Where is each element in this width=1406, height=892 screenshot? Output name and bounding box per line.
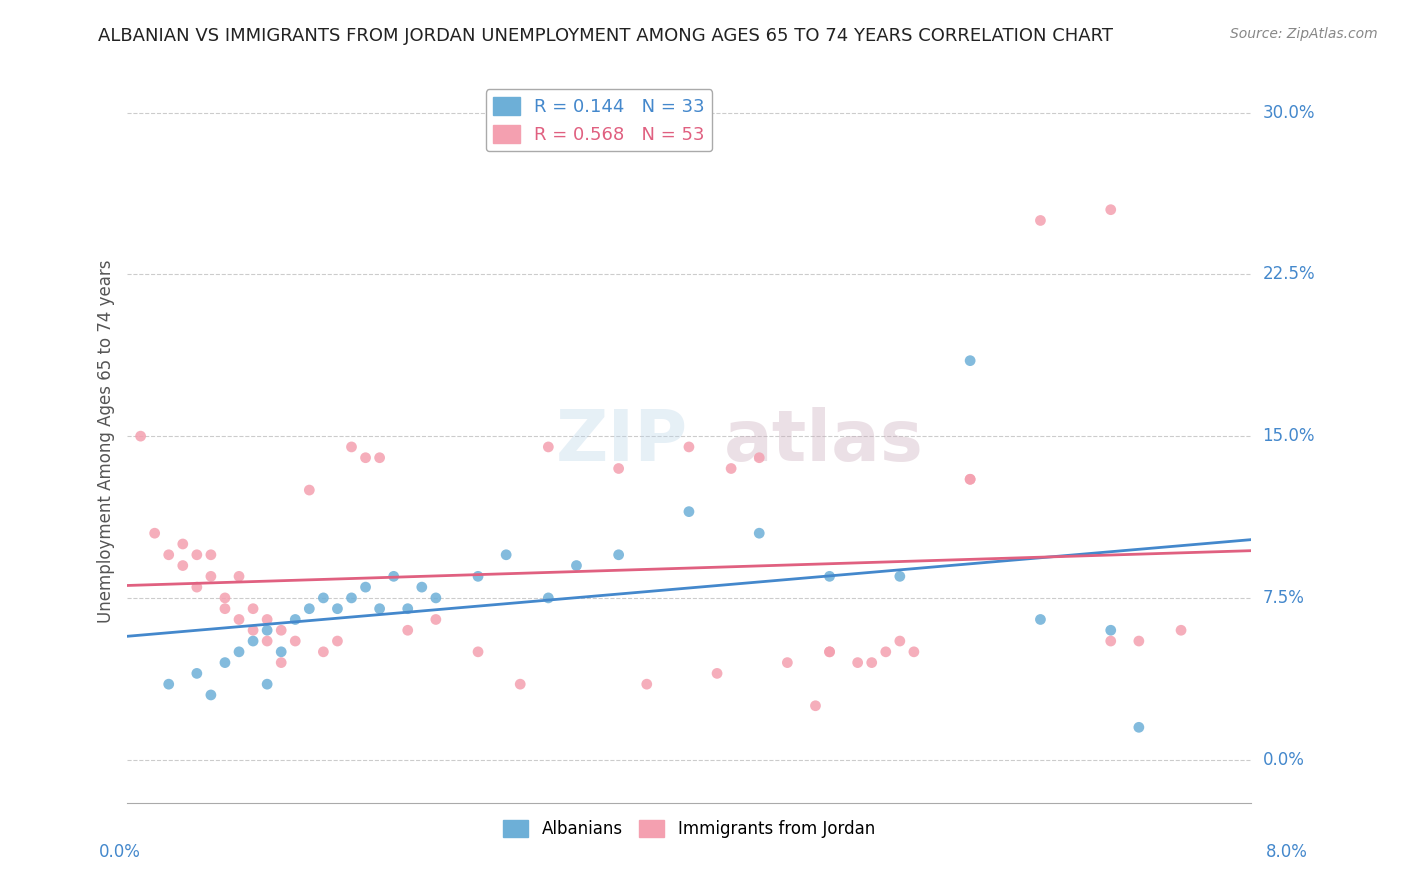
Text: 7.5%: 7.5% (1263, 589, 1305, 607)
Point (157, 677, 180, 691)
Point (1029, 612, 1052, 626)
Point (354, 580, 377, 594)
Point (172, 558, 194, 573)
Point (326, 601, 349, 615)
Point (340, 440, 363, 454)
Point (537, 440, 560, 454)
Point (368, 450, 391, 465)
Point (846, 656, 869, 670)
Text: Source: ZipAtlas.com: Source: ZipAtlas.com (1230, 27, 1378, 41)
Point (411, 580, 433, 594)
Point (818, 569, 841, 583)
Point (1128, 634, 1150, 648)
Point (368, 601, 391, 615)
Point (256, 677, 278, 691)
Point (467, 645, 489, 659)
Point (326, 634, 349, 648)
Point (495, 548, 517, 562)
Point (186, 548, 208, 562)
Point (425, 591, 447, 605)
Point (748, 450, 770, 465)
Point (172, 537, 194, 551)
Text: ZIP: ZIP (555, 407, 688, 476)
Point (1099, 634, 1122, 648)
Point (607, 548, 630, 562)
Point (228, 645, 250, 659)
Point (1029, 213, 1052, 227)
Point (959, 353, 981, 368)
Point (270, 624, 292, 638)
Point (228, 612, 250, 626)
Point (157, 548, 180, 562)
Point (200, 688, 222, 702)
Point (959, 472, 981, 486)
Point (143, 526, 166, 541)
Text: 22.5%: 22.5% (1263, 266, 1315, 284)
Point (298, 483, 321, 497)
Point (1099, 624, 1122, 638)
Point (425, 612, 447, 626)
Point (818, 645, 841, 659)
Point (256, 612, 278, 626)
Point (214, 601, 236, 615)
Point (270, 656, 292, 670)
Point (1170, 624, 1192, 638)
Point (354, 450, 377, 465)
Point (706, 666, 728, 681)
Point (312, 645, 335, 659)
Point (678, 440, 700, 454)
Point (537, 591, 560, 605)
Point (242, 601, 264, 615)
Point (186, 580, 208, 594)
Point (129, 429, 152, 443)
Point (1128, 720, 1150, 734)
Text: atlas: atlas (724, 407, 924, 476)
Text: 0.0%: 0.0% (98, 843, 141, 861)
Point (889, 569, 911, 583)
Point (284, 612, 307, 626)
Point (467, 569, 489, 583)
Text: 15.0%: 15.0% (1263, 427, 1315, 445)
Point (720, 461, 742, 475)
Point (818, 645, 841, 659)
Point (509, 677, 531, 691)
Text: 30.0%: 30.0% (1263, 103, 1315, 121)
Point (748, 526, 770, 541)
Point (804, 698, 827, 713)
Point (1099, 202, 1122, 217)
Point (270, 645, 292, 659)
Point (256, 624, 278, 638)
Point (607, 461, 630, 475)
Point (889, 634, 911, 648)
Point (214, 656, 236, 670)
Point (565, 558, 588, 573)
Point (860, 656, 883, 670)
Text: ALBANIAN VS IMMIGRANTS FROM JORDAN UNEMPLOYMENT AMONG AGES 65 TO 74 YEARS CORREL: ALBANIAN VS IMMIGRANTS FROM JORDAN UNEMP… (98, 27, 1114, 45)
Y-axis label: Unemployment Among Ages 65 to 74 years: Unemployment Among Ages 65 to 74 years (97, 260, 115, 624)
Point (200, 548, 222, 562)
Point (678, 505, 700, 519)
Point (242, 624, 264, 638)
Point (903, 645, 925, 659)
Text: 0.0%: 0.0% (1263, 751, 1305, 769)
Point (396, 601, 419, 615)
Point (228, 569, 250, 583)
Point (340, 591, 363, 605)
Point (298, 601, 321, 615)
Point (186, 666, 208, 681)
Text: 8.0%: 8.0% (1265, 843, 1308, 861)
Point (200, 569, 222, 583)
Point (875, 645, 897, 659)
Point (382, 569, 405, 583)
Point (256, 634, 278, 648)
Point (959, 472, 981, 486)
Point (242, 634, 264, 648)
Point (312, 591, 335, 605)
Point (396, 624, 419, 638)
Legend: Albanians, Immigrants from Jordan: Albanians, Immigrants from Jordan (496, 814, 882, 845)
Point (214, 591, 236, 605)
Point (776, 656, 799, 670)
Point (284, 634, 307, 648)
Point (636, 677, 658, 691)
